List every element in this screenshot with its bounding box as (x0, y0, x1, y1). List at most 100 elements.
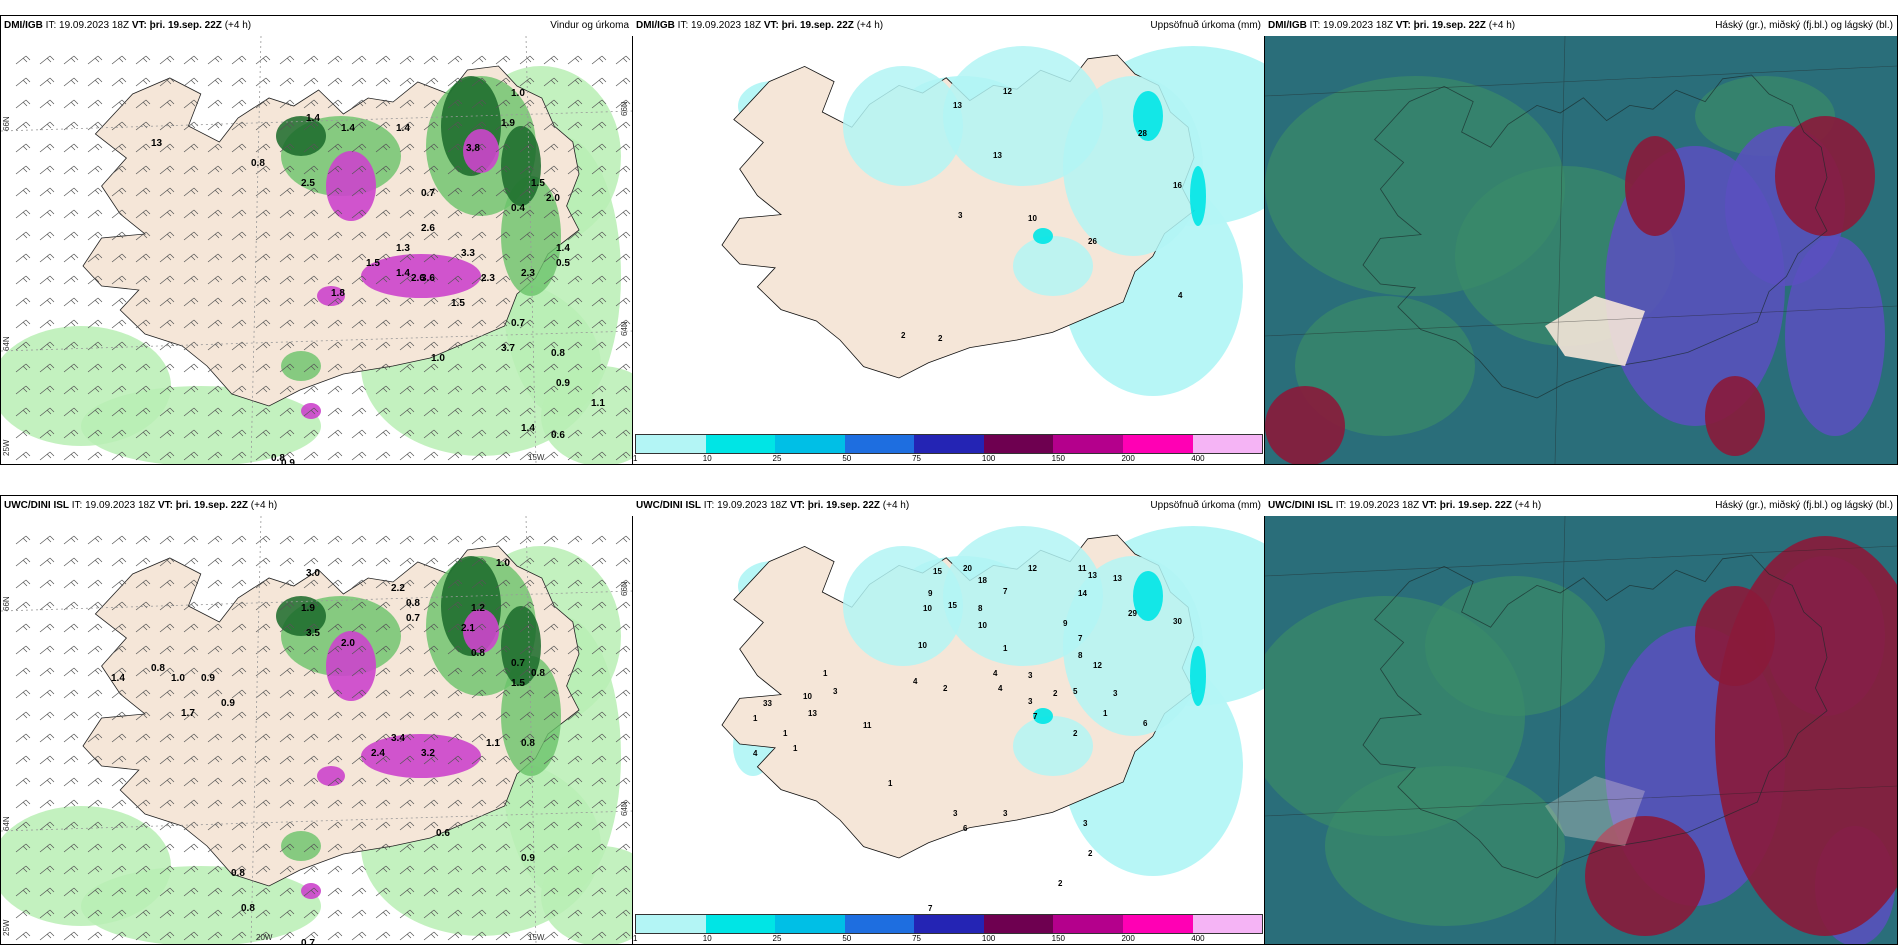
wind-barb (567, 601, 583, 611)
wind-barb (327, 601, 343, 611)
wind-barb (255, 363, 271, 373)
light-accum-area (943, 46, 1103, 186)
wind-barb (87, 451, 103, 461)
value-label: 2.6 (421, 223, 435, 234)
wind-barb (351, 623, 367, 633)
wind-barb (303, 909, 319, 919)
wind-barb (471, 667, 487, 677)
wind-barb (495, 55, 511, 65)
value-label: 2.0 (546, 193, 560, 204)
colorbar-segment (775, 435, 845, 453)
wind-barb (279, 99, 295, 109)
wind-barb (543, 385, 559, 395)
colorbar-segment (1053, 435, 1123, 453)
colorbar-ticks: 1 10 25 50 75 100 150 200 400 (633, 454, 1263, 464)
wind-barb (255, 865, 271, 875)
wind-barb (567, 887, 583, 897)
wind-barb (375, 777, 391, 787)
wind-barb (375, 909, 391, 919)
wind-barb (423, 319, 439, 329)
wind-barb (591, 99, 607, 109)
wind-barb (159, 451, 175, 461)
wind-barb (231, 887, 247, 897)
wind-barb (207, 363, 223, 373)
wind-barb (39, 887, 55, 897)
graticule (1265, 516, 1897, 944)
wind-barb (135, 865, 151, 875)
value-label: 3.5 (306, 628, 320, 639)
wind-barb (423, 121, 439, 131)
wind-barb (519, 187, 535, 197)
wind-barb (231, 209, 247, 219)
wind-barb (615, 407, 631, 417)
wind-barb (447, 843, 463, 853)
wind-barb (447, 865, 463, 875)
wind-barb (39, 557, 55, 567)
wind-barb (423, 429, 439, 439)
wind-barb (423, 623, 439, 633)
wind-map[interactable]: 66N 64N 25W 66N 64N 20W 15W 1.0 3.0 2.2 0.8 0.7 1.9 3… (1, 516, 633, 944)
accum-value-label: 7 (928, 904, 933, 913)
wind-barb (135, 143, 151, 153)
value-label: 1.0 (431, 353, 445, 364)
wind-barb (471, 909, 487, 919)
cloud-map[interactable] (1265, 516, 1897, 944)
wind-barb (495, 645, 511, 655)
wind-barb (519, 385, 535, 395)
wind-barb (327, 887, 343, 897)
panel-top-precip: DMI/IGB IT: 19.09.2023 18Z VT: þri. 19.s… (632, 15, 1266, 465)
accum-value-label: 11 (1078, 564, 1087, 573)
precip-map[interactable]: 12 13 13 28 16 3 10 26 4 2 2 (633, 36, 1265, 436)
wind-barb (207, 231, 223, 241)
wind-barb (375, 535, 391, 545)
wind-barb (591, 535, 607, 545)
wind-barb (159, 341, 175, 351)
accum-value-label: 3 (1028, 697, 1033, 706)
wind-barb (471, 341, 487, 351)
accum-value-label: 2 (1073, 729, 1078, 738)
wind-barb (327, 451, 343, 461)
wind-barb (591, 601, 607, 611)
wind-map[interactable]: 66N 64N 25W 66N 64N 15W 13 1.4 1.4 1.4 2.5 1.3 0.7 0.… (1, 36, 633, 464)
wind-barb (519, 623, 535, 633)
wind-barb (327, 843, 343, 853)
value-label: 0.9 (221, 698, 235, 709)
wind-barb (567, 777, 583, 787)
accum-value-label: 12 (1028, 564, 1037, 573)
cloud-map[interactable] (1265, 36, 1897, 464)
wind-barb (567, 99, 583, 109)
wind-barb (159, 143, 175, 153)
wind-barb (543, 645, 559, 655)
wind-barb (279, 865, 295, 875)
wind-barb (471, 143, 487, 153)
wind-barb (399, 231, 415, 241)
wind-barb (231, 121, 247, 131)
wind-barb (543, 535, 559, 545)
wind-barb (303, 407, 319, 417)
wind-barb (423, 909, 439, 919)
colorbar-segment (1122, 915, 1193, 933)
wind-barb (111, 319, 127, 329)
wind-barb (159, 667, 175, 677)
value-label: 0.9 (281, 458, 295, 464)
accum-value-label: 2 (1053, 689, 1058, 698)
wind-barb (567, 187, 583, 197)
wind-barb (111, 407, 127, 417)
wind-barb (327, 667, 343, 677)
wind-barb (15, 253, 31, 263)
wind-barb (351, 667, 367, 677)
wind-barb (183, 165, 199, 175)
wind-barb (495, 275, 511, 285)
mid-cloud-area (1425, 576, 1605, 716)
panel-title: Háský (gr.), miðský (fj.bl.) og lágský (… (1715, 20, 1893, 31)
precip-map[interactable]: 15 20 18 12 11 13 13 7 9 10 15 8 14 29 30 10 10 1 9 7 8 3 7 4 2 4… (633, 516, 1265, 916)
wind-barb (495, 209, 511, 219)
wind-barb (591, 777, 607, 787)
wind-barb (255, 843, 271, 853)
wind-barb (327, 209, 343, 219)
wind-barb (231, 821, 247, 831)
wind-barb (231, 733, 247, 743)
value-label: 0.9 (201, 673, 215, 684)
wind-barb (303, 843, 319, 853)
wind-barb (591, 319, 607, 329)
